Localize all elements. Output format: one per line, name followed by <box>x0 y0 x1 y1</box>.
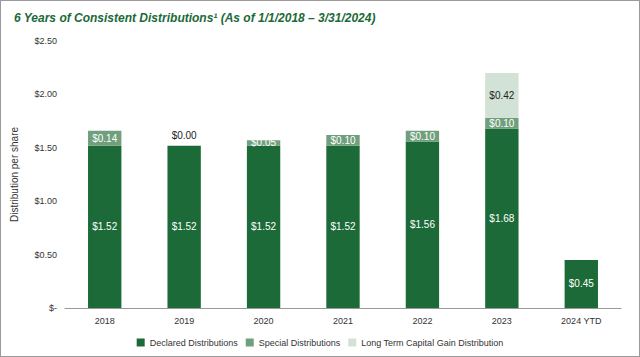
svg-text:2021: 2021 <box>333 316 353 326</box>
svg-text:$0.45: $0.45 <box>569 278 594 289</box>
svg-text:6 Years of Consistent Distribu: 6 Years of Consistent Distributions¹ (As… <box>14 11 375 25</box>
svg-text:$1.52: $1.52 <box>172 221 197 232</box>
svg-text:2022: 2022 <box>412 316 432 326</box>
svg-text:Special Distributions: Special Distributions <box>259 338 341 348</box>
svg-text:$1.52: $1.52 <box>330 221 355 232</box>
svg-text:$-: $- <box>49 303 57 313</box>
svg-text:$1.00: $1.00 <box>34 196 57 206</box>
svg-text:Long Term Capital Gain Distrib: Long Term Capital Gain Distribution <box>361 338 503 348</box>
svg-text:$1.52: $1.52 <box>251 221 276 232</box>
svg-text:Distribution per share: Distribution per share <box>9 127 20 222</box>
svg-text:$2.00: $2.00 <box>34 89 57 99</box>
svg-text:2023: 2023 <box>492 316 512 326</box>
svg-text:2024 YTD: 2024 YTD <box>561 316 602 326</box>
svg-text:2018: 2018 <box>95 316 115 326</box>
svg-text:$0.14: $0.14 <box>92 133 117 144</box>
svg-text:Declared Distributions: Declared Distributions <box>150 338 239 348</box>
svg-text:$0.42: $0.42 <box>489 90 514 101</box>
svg-text:$0.05: $0.05 <box>251 137 276 148</box>
svg-text:$1.68: $1.68 <box>489 213 514 224</box>
svg-text:$1.56: $1.56 <box>410 219 435 230</box>
svg-text:2020: 2020 <box>254 316 274 326</box>
svg-text:$0.10: $0.10 <box>330 135 355 146</box>
svg-text:$0.50: $0.50 <box>34 250 57 260</box>
svg-text:$0.10: $0.10 <box>410 131 435 142</box>
svg-text:$1.52: $1.52 <box>92 221 117 232</box>
svg-text:$1.50: $1.50 <box>34 143 57 153</box>
svg-text:$2.50: $2.50 <box>34 36 57 46</box>
svg-text:$0.00: $0.00 <box>172 130 197 141</box>
svg-text:2019: 2019 <box>174 316 194 326</box>
svg-text:$0.10: $0.10 <box>489 118 514 129</box>
